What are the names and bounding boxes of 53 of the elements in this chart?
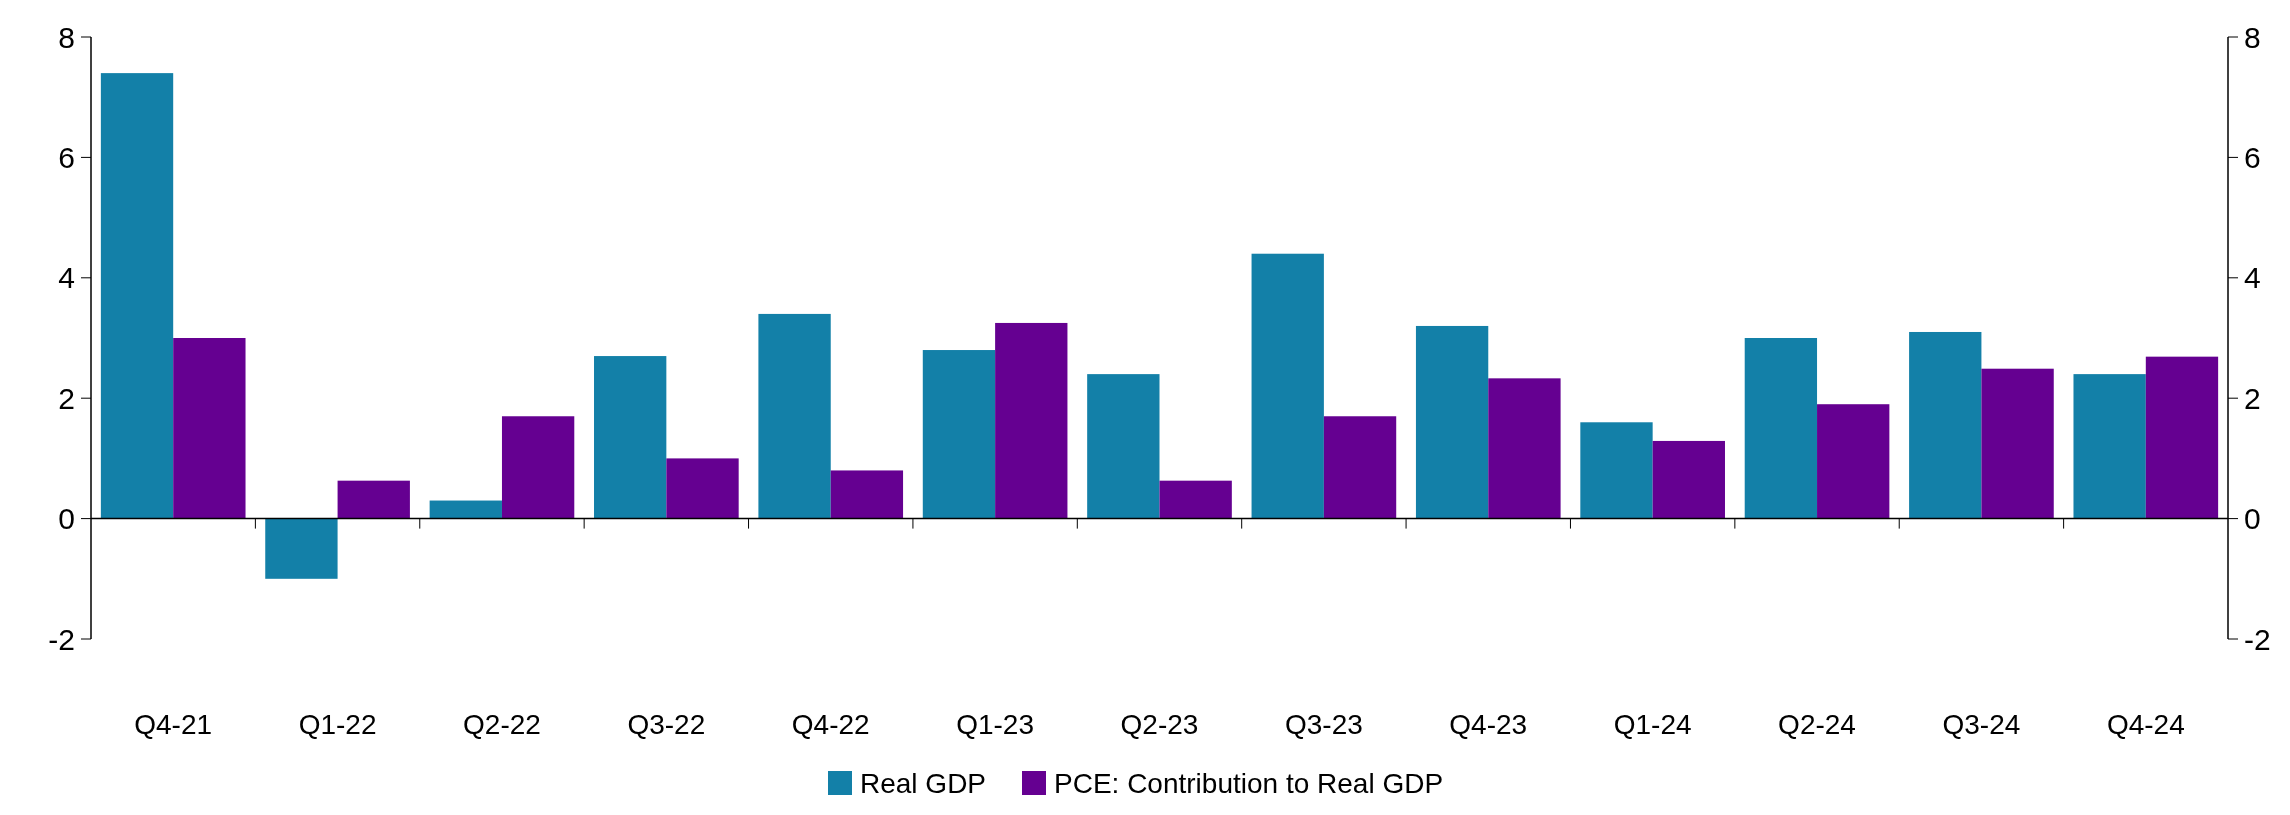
x-tick-label: Q3-23 [1284, 708, 1363, 740]
bar [337, 480, 410, 519]
bar [1817, 404, 1890, 519]
bar [922, 350, 996, 519]
x-tick-label: Q1-23 [956, 708, 1035, 740]
legend-label: Real GDP [860, 767, 987, 799]
y2-tick-label: 8 [2244, 20, 2261, 54]
bar [666, 458, 739, 519]
bar [2145, 356, 2219, 519]
y-tick-label: 6 [58, 140, 75, 174]
x-tick-label: Q3-22 [627, 708, 706, 740]
x-tick-label: Q2-23 [1120, 708, 1199, 740]
x-tick-label: Q1-22 [298, 708, 377, 740]
x-tick-label: Q4-23 [1449, 708, 1528, 740]
bar [1323, 416, 1397, 519]
bar [2073, 374, 2146, 519]
bar [1744, 338, 1818, 519]
y-tick-label: 8 [58, 20, 75, 54]
y-tick-label: 4 [58, 261, 75, 295]
y2-tick-label: 4 [2244, 261, 2261, 295]
x-tick-label: Q2-22 [463, 708, 541, 740]
y2-tick-label: -2 [2244, 622, 2271, 656]
y-tick-label: 2 [58, 381, 75, 415]
bar [1251, 253, 1324, 519]
y-tick-label: 0 [58, 502, 75, 536]
y2-tick-label: 2 [2244, 381, 2261, 415]
bar [1580, 422, 1653, 519]
bar [1087, 374, 1160, 519]
legend-label: PCE: Contribution to Real GDP [1054, 767, 1444, 799]
x-tick-label: Q2-24 [1778, 708, 1856, 740]
x-tick-label: Q1-24 [1613, 708, 1692, 740]
y-tick-label: -2 [48, 622, 75, 656]
bar [265, 518, 338, 579]
bar [1909, 331, 1982, 519]
x-tick-label: Q3-24 [1942, 708, 2021, 740]
bar [173, 338, 246, 519]
bar [830, 470, 904, 519]
bar [995, 322, 1068, 519]
bar [100, 73, 174, 519]
y2-tick-label: 6 [2244, 140, 2261, 174]
bar [501, 416, 575, 519]
x-tick-label: Q4-21 [134, 708, 213, 740]
bar [758, 313, 831, 519]
bar [1652, 440, 1725, 519]
y2-tick-label: 0 [2244, 502, 2261, 536]
bar [1159, 480, 1232, 519]
x-tick-label: Q4-22 [791, 708, 870, 740]
bar [1488, 378, 1561, 519]
bar [594, 356, 667, 519]
bar [1415, 325, 1489, 519]
bar [429, 500, 502, 519]
bar [1981, 368, 2054, 519]
x-tick-label: Q4-24 [2106, 708, 2185, 740]
